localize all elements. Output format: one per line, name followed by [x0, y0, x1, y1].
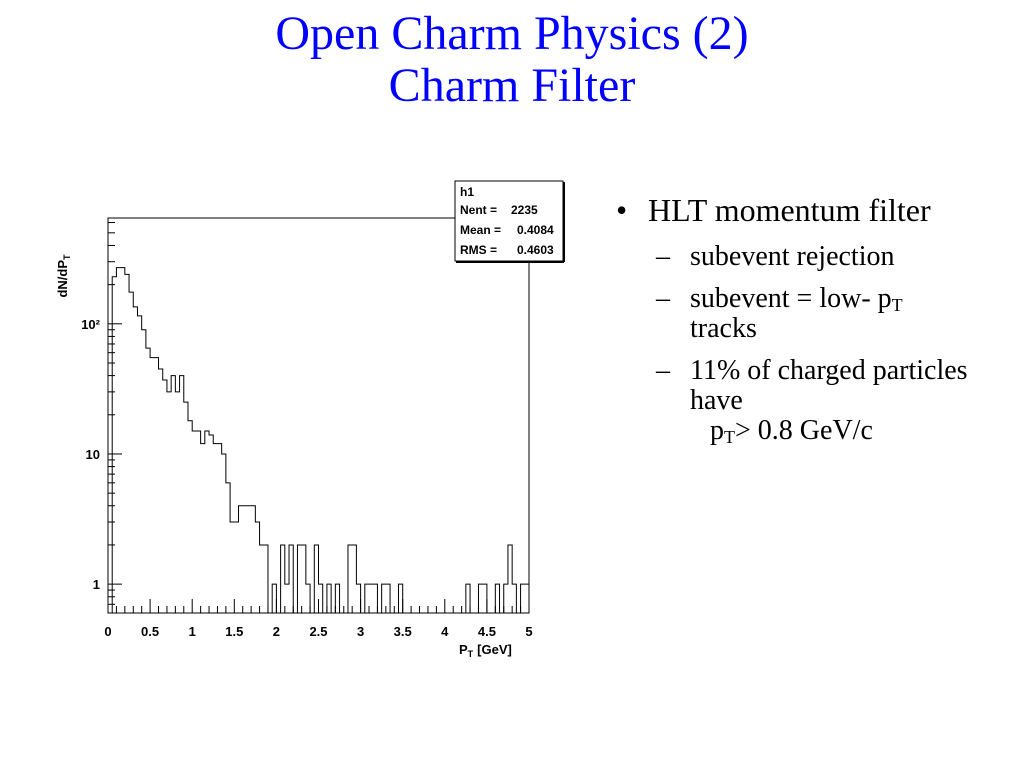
sub-bullet-formula: pT> 0.8 GeV/c — [690, 415, 873, 447]
stats-box: h1 Nent = 2235 Mean = 0.4084 RMS = 0.460… — [454, 180, 565, 263]
stats-value-entries: 2235 — [511, 203, 538, 217]
dash-glyph: – — [656, 355, 670, 386]
histogram-bars — [108, 267, 530, 614]
sub-bullet-text: subevent rejection — [690, 241, 895, 272]
x-tick-label: 4 — [441, 624, 449, 639]
x-tick-label: 3.5 — [394, 624, 412, 639]
sub-bullet-text: 11% of charged particles have — [690, 355, 968, 416]
subscript: T — [724, 427, 735, 447]
bullet-glyph: • — [616, 192, 628, 228]
dash-glyph: – — [656, 241, 670, 272]
dash-glyph: – — [656, 283, 670, 314]
x-axis-label-sub: T — [468, 649, 474, 659]
y-tick-label: 10 — [86, 447, 100, 462]
x-axis-label: PT [GeV] — [459, 642, 512, 659]
bullet-list: • HLT momentum filter – subevent rejecti… — [612, 190, 1012, 446]
x-tick-label: 3 — [357, 624, 364, 639]
x-tick-label: 1.5 — [225, 624, 243, 639]
bullet-text: HLT momentum filter — [648, 192, 931, 228]
x-tick-label: 4.5 — [478, 624, 496, 639]
stats-value-mean: 0.4084 — [517, 223, 554, 237]
x-tick-label: 0 — [104, 624, 111, 639]
y-tick-label: 1 — [93, 577, 100, 592]
stats-value-rms: 0.4603 — [517, 243, 554, 257]
y-axis-ticks: 1 10 10² — [81, 222, 122, 614]
sub-bullet-item: – subevent = low- pT tracks — [612, 284, 1012, 344]
subscript: T — [891, 295, 903, 315]
x-tick-label: 5 — [525, 624, 532, 639]
y-axis-label-sub: T — [62, 254, 72, 260]
formula-p: p — [710, 415, 724, 446]
formula-rest: > 0.8 GeV/c — [735, 415, 873, 446]
x-tick-label: 2 — [273, 624, 280, 639]
stats-label-entries: Nent = — [460, 203, 497, 217]
x-tick-label: 1 — [189, 624, 196, 639]
sub-bullet-item: – subevent rejection — [612, 242, 1012, 272]
x-tick-label: 2.5 — [309, 624, 327, 639]
stats-label-mean: Mean = — [460, 223, 501, 237]
y-axis-label-main: dN/dP — [55, 260, 70, 298]
x-axis-label-unit: [GeV] — [477, 642, 512, 657]
y-axis-label: dN/dPT — [55, 254, 72, 298]
sub-bullet-text: subevent = low- p — [690, 283, 892, 314]
y-tick-label: 10² — [81, 317, 100, 332]
x-axis-ticks: 0 0.5 1 1.5 2 2.5 3 3.5 4 4.5 5 — [104, 599, 533, 639]
stats-label-rms: RMS = — [460, 243, 497, 257]
title-line-2: Charm Filter — [388, 59, 636, 112]
title-line-1: Open Charm Physics (2) — [275, 7, 749, 60]
sub-bullet-item: – 11% of charged particles have pT> 0.8 … — [612, 355, 1012, 447]
sub-bullet-text-cont: tracks — [690, 313, 757, 344]
slide-title: Open Charm Physics (2) Charm Filter — [0, 8, 1024, 112]
x-tick-label: 0.5 — [141, 624, 159, 639]
stats-box-name: h1 — [460, 185, 474, 199]
bullet-item: • HLT momentum filter — [612, 190, 1012, 230]
x-axis-label-main: P — [459, 642, 468, 657]
